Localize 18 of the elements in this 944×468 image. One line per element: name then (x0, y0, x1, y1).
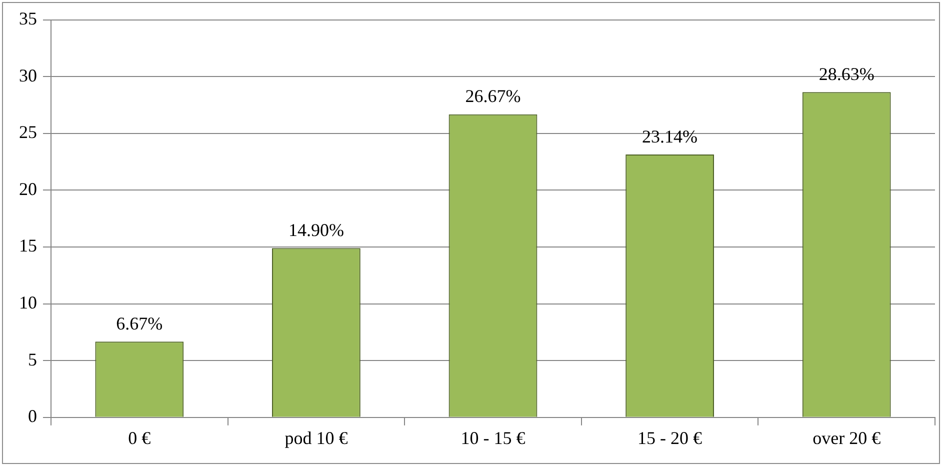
x-tick-label: 0 € (128, 428, 151, 448)
data-label: 6.67% (116, 313, 163, 334)
y-tick-label: 5 (28, 349, 37, 370)
y-tick-label: 0 (28, 406, 37, 426)
x-tick-label: 15 - 20 € (638, 428, 702, 448)
x-tick-label: pod 10 € (284, 428, 348, 448)
y-tick-label: 15 (19, 236, 37, 256)
y-tick-label: 20 (19, 178, 37, 199)
x-tick-label: 10 - 15 € (460, 428, 526, 448)
y-tick-label: 35 (19, 8, 37, 29)
data-label: 26.67% (465, 86, 521, 106)
data-label: 23.14% (642, 126, 698, 146)
x-tick-label: over 20 € (812, 428, 881, 448)
y-tick-label: 30 (19, 65, 37, 86)
data-label: 14.90% (288, 220, 344, 240)
data-label: 28.63% (818, 64, 874, 84)
y-tick-label: 25 (19, 122, 37, 142)
y-tick-label: 10 (19, 292, 37, 313)
